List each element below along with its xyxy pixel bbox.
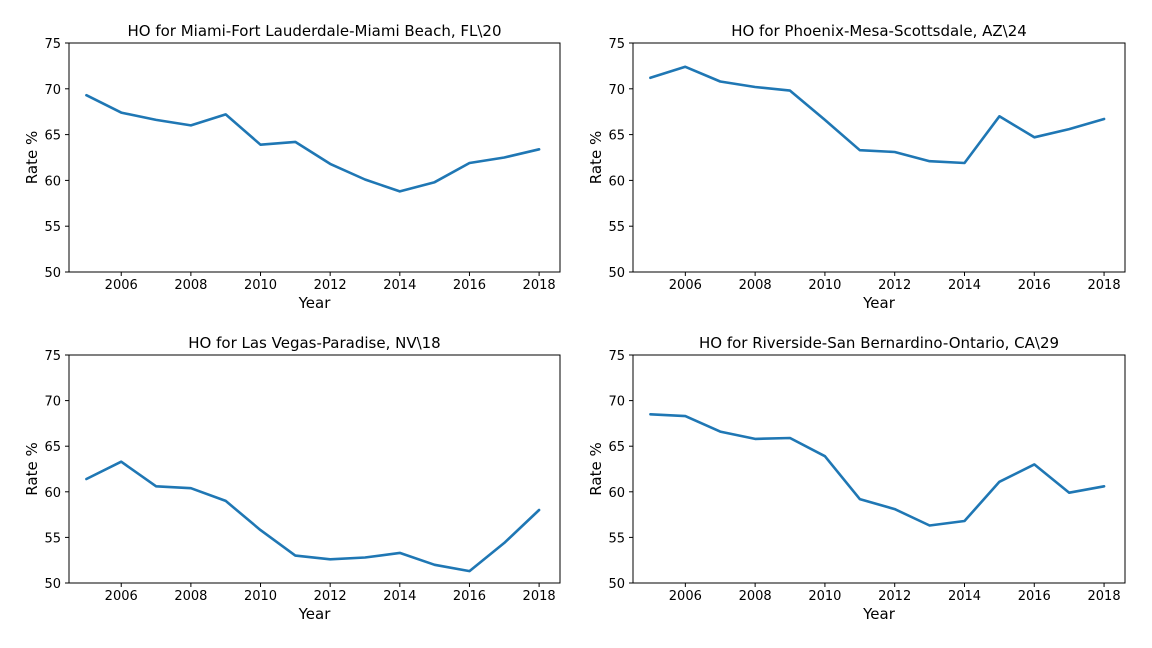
x-tick-label: 2014	[383, 589, 416, 604]
x-axis-label: Year	[862, 294, 896, 312]
y-tick-label: 50	[608, 577, 625, 592]
y-tick-label: 60	[44, 486, 61, 501]
x-tick-label: 2018	[523, 278, 556, 293]
y-tick-label: 75	[44, 349, 61, 364]
y-tick-label: 55	[44, 220, 61, 235]
x-tick-label: 2016	[1018, 278, 1051, 293]
chart-title: HO for Riverside-San Bernardino-Ontario,…	[699, 334, 1059, 352]
x-tick-label: 2016	[453, 278, 486, 293]
data-series-line	[85, 93, 541, 193]
x-axis-label: Year	[298, 605, 332, 623]
x-tick-label: 2008	[174, 278, 207, 293]
y-tick-label: 65	[44, 440, 61, 455]
x-tick-label: 2018	[523, 589, 556, 604]
y-tick-label: 50	[608, 266, 625, 281]
x-tick-label: 2006	[105, 278, 138, 293]
y-axis-label: Rate %	[23, 131, 41, 184]
y-axis-label: Rate %	[23, 442, 41, 495]
y-tick-label: 70	[608, 395, 625, 410]
y-tick-label: 75	[608, 349, 625, 364]
y-tick-label: 50	[44, 266, 61, 281]
y-tick-label: 60	[608, 174, 625, 189]
x-tick-label: 2014	[948, 278, 981, 293]
y-tick-label: 65	[44, 129, 61, 144]
x-tick-label: 2008	[739, 278, 772, 293]
y-tick-label: 55	[608, 531, 625, 546]
x-tick-label: 2006	[669, 278, 702, 293]
x-tick-label: 2006	[669, 589, 702, 604]
y-tick-label: 65	[608, 129, 625, 144]
x-tick-label: 2010	[244, 278, 277, 293]
y-tick-label: 75	[44, 37, 61, 52]
x-tick-label: 2012	[878, 278, 911, 293]
y-tick-label: 60	[608, 486, 625, 501]
y-tick-label: 55	[44, 531, 61, 546]
y-tick-label: 60	[44, 174, 61, 189]
y-tick-label: 50	[44, 577, 61, 592]
chart-panel-1: HO for Miami-Fort Lauderdale-Miami Beach…	[23, 22, 561, 312]
y-tick-label: 70	[44, 83, 61, 98]
y-axis-label: Rate %	[587, 442, 605, 495]
x-tick-label: 2014	[948, 589, 981, 604]
x-tick-label: 2012	[878, 589, 911, 604]
x-tick-label: 2016	[1018, 589, 1051, 604]
data-series-line	[85, 460, 541, 573]
chart-panel-2: HO for Phoenix-Mesa-Scottsdale, AZ\24 200…	[587, 22, 1126, 312]
y-tick-label: 65	[608, 440, 625, 455]
x-tick-label: 2008	[174, 589, 207, 604]
y-axis-label: Rate %	[587, 131, 605, 184]
y-tick-label: 70	[608, 83, 625, 98]
x-tick-label: 2018	[1088, 589, 1121, 604]
x-tick-label: 2012	[314, 278, 347, 293]
y-tick-label: 55	[608, 220, 625, 235]
y-tick-label: 75	[608, 37, 625, 52]
x-tick-label: 2012	[314, 589, 347, 604]
chart-title: HO for Phoenix-Mesa-Scottsdale, AZ\24	[731, 22, 1027, 40]
x-tick-label: 2016	[453, 589, 486, 604]
x-axis-label: Year	[862, 605, 896, 623]
axes-frame	[68, 354, 561, 584]
y-tick-label: 70	[44, 395, 61, 410]
chart-panel-3: HO for Las Vegas-Paradise, NV\18 2006 2008…	[23, 334, 561, 623]
x-tick-label: 2014	[383, 278, 416, 293]
chart-title: HO for Las Vegas-Paradise, NV\18	[188, 334, 440, 352]
chart-title: HO for Miami-Fort Lauderdale-Miami Beach…	[127, 22, 501, 40]
x-tick-label: 2010	[808, 278, 841, 293]
data-series-line	[649, 412, 1106, 527]
x-tick-label: 2008	[739, 589, 772, 604]
x-axis-label: Year	[298, 294, 332, 312]
axes-frame	[632, 42, 1126, 273]
x-tick-label: 2010	[808, 589, 841, 604]
axes-frame	[68, 42, 561, 273]
x-tick-label: 2006	[105, 589, 138, 604]
x-tick-label: 2018	[1088, 278, 1121, 293]
axes-frame	[632, 354, 1126, 584]
chart-panel-4: HO for Riverside-San Bernardino-Ontario,…	[587, 334, 1126, 623]
x-tick-label: 2010	[244, 589, 277, 604]
data-series-line	[649, 65, 1106, 165]
